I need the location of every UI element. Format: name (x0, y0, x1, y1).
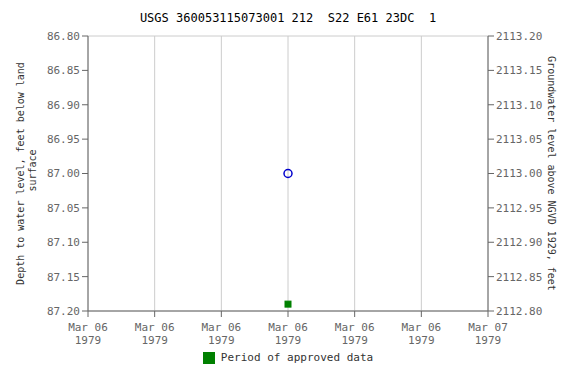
svg-text:Mar 061979: Mar 061979 (268, 321, 308, 347)
svg-text:87.00: 87.00 (47, 167, 80, 180)
svg-text:87.05: 87.05 (47, 202, 80, 215)
svg-text:2113.00: 2113.00 (496, 167, 542, 180)
svg-text:86.80: 86.80 (47, 30, 80, 43)
svg-text:Mar 061979: Mar 061979 (201, 321, 241, 347)
svg-text:2113.20: 2113.20 (496, 30, 542, 43)
svg-text:2112.85: 2112.85 (496, 271, 542, 284)
svg-text:87.20: 87.20 (47, 305, 80, 318)
svg-text:86.95: 86.95 (47, 133, 80, 146)
svg-text:Mar 061979: Mar 061979 (335, 321, 375, 347)
svg-text:Mar 071979: Mar 071979 (468, 321, 508, 347)
svg-text:Groundwater level above NGVD 1: Groundwater level above NGVD 1929, feet (547, 56, 558, 291)
html-text:USGS 360053115073001 212 S22 E: USGS 360053115073001 212 S22 E61 23DC 1 (139, 11, 437, 25)
svg-text:Mar 061979: Mar 061979 (401, 321, 441, 347)
svg-text:2112.80: 2112.80 (496, 305, 542, 318)
svg-text:87.15: 87.15 (47, 271, 80, 284)
svg-text:86.90: 86.90 (47, 99, 80, 112)
svg-text:87.10: 87.10 (47, 236, 80, 249)
svg-text:Mar 061979: Mar 061979 (135, 321, 175, 347)
svg-text:2113.15: 2113.15 (496, 64, 542, 77)
svg-text:2113.05: 2113.05 (496, 133, 542, 146)
html-text:Period of approved data: Period of approved data (220, 351, 374, 364)
svg-text:2112.90: 2112.90 (496, 236, 542, 249)
svg-text:2113.10: 2113.10 (496, 99, 542, 112)
svg-text:2112.95: 2112.95 (496, 202, 542, 215)
svg-text:86.85: 86.85 (47, 64, 80, 77)
svg-text:Mar 061979: Mar 061979 (68, 321, 108, 347)
svg-text:Depth to water level, feet bel: Depth to water level, feet below land su… (15, 62, 38, 285)
